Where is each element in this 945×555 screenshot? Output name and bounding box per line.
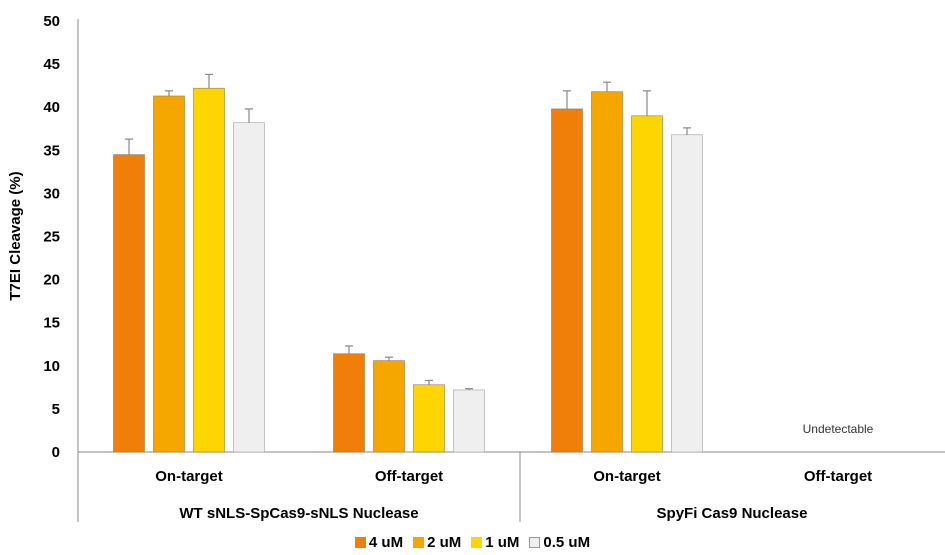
y-axis-title: T7EI Cleavage (%) xyxy=(7,171,24,300)
bar-0-0-1 xyxy=(153,95,185,453)
y-tick-label-0: 0 xyxy=(52,444,60,461)
legend-swatch-2 xyxy=(471,537,483,548)
bar-1-0-1 xyxy=(591,91,623,453)
legend-label-3: 0.5 uM xyxy=(543,534,591,551)
y-tick-label-9: 45 xyxy=(43,56,60,73)
group-label-0: WT sNLS-SpCas9-sNLS Nuclease xyxy=(179,505,418,522)
bar-0-1-0 xyxy=(333,353,365,453)
bar-0-0-2 xyxy=(193,87,225,453)
y-tick-label-7: 35 xyxy=(43,142,60,159)
y-tick-label-2: 10 xyxy=(43,358,60,375)
legend-label-0: 4 uM xyxy=(368,534,404,551)
y-tick-label-10: 50 xyxy=(43,13,60,30)
bar-0-0-3 xyxy=(233,122,265,453)
legend-label-1: 2 uM xyxy=(427,534,462,551)
legend-label-2: 1 uM xyxy=(485,534,520,551)
y-tick-label-1: 5 xyxy=(52,401,60,418)
category-label-1-1: Off-target xyxy=(804,468,872,485)
category-label-0-1: Off-target xyxy=(375,468,443,485)
legend-swatch-3 xyxy=(529,537,541,548)
y-tick-label-8: 40 xyxy=(43,99,60,116)
chart: 0 5 10 15 20 25 30 35 40 45 50 T7EI Cleavage (%) WT … xyxy=(7,13,945,522)
category-label-0-0: On-target xyxy=(155,468,223,485)
bar-0-1-3 xyxy=(453,389,485,453)
bar-0-0-0 xyxy=(113,154,145,453)
legend: 4 uM 2 uM 1 uM 0.5 uM xyxy=(0,534,945,551)
legend-swatch-1 xyxy=(413,537,425,548)
bar-0-1-2 xyxy=(413,384,445,453)
annotation-undetectable: Undetectable xyxy=(803,422,874,436)
legend-item-1: 2 uM xyxy=(413,534,461,551)
group-label-1: SpyFi Cas9 Nuclease xyxy=(657,505,808,522)
bar-1-0-3 xyxy=(671,134,703,453)
y-tick-label-3: 15 xyxy=(43,315,60,332)
y-tick-label-6: 30 xyxy=(43,185,60,202)
category-label-1-0: On-target xyxy=(593,468,661,485)
legend-item-2: 1 uM xyxy=(471,534,519,551)
bar-0-1-1 xyxy=(373,360,405,453)
y-tick-label-4: 20 xyxy=(43,272,60,289)
legend-item-0: 4 uM xyxy=(354,534,404,551)
legend-swatch-0 xyxy=(354,537,366,548)
bar-1-0-0 xyxy=(551,108,583,453)
bar-1-0-2 xyxy=(631,115,663,453)
y-tick-label-5: 25 xyxy=(43,229,60,246)
legend-item-3: 0.5 uM xyxy=(529,534,590,551)
